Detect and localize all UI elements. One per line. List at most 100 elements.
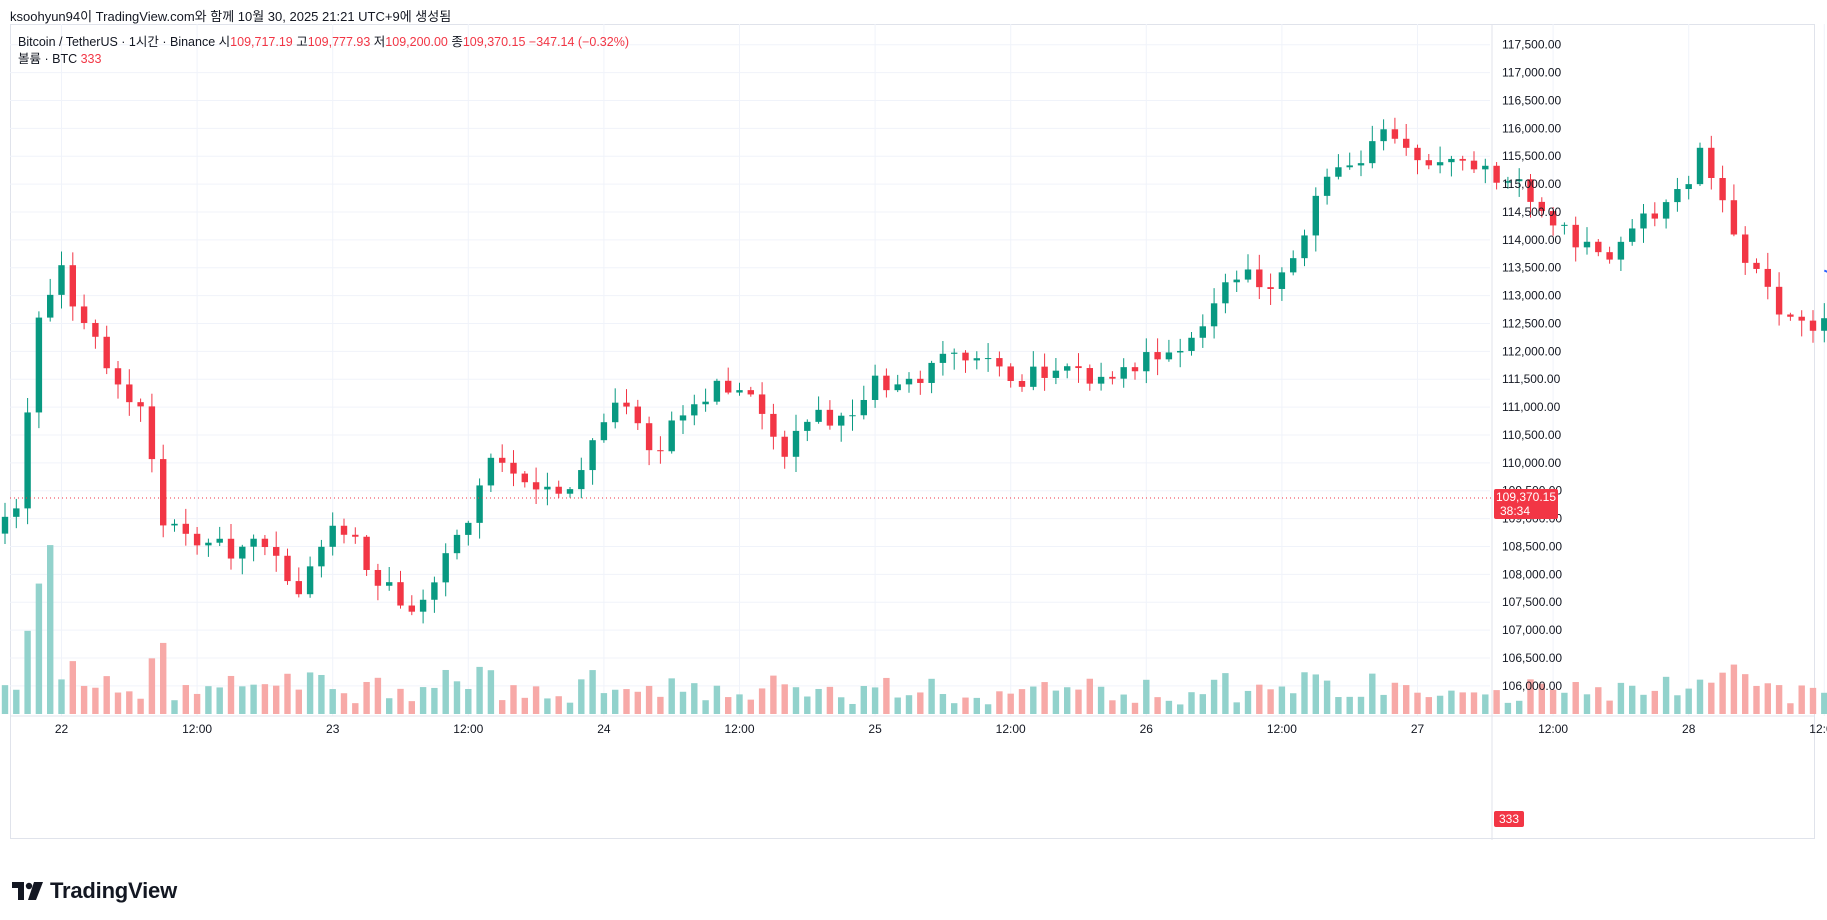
- candle-body: [227, 538, 235, 559]
- candle-body: [182, 523, 189, 534]
- time-tick-label: 12:00: [453, 722, 483, 736]
- candle-body: [453, 534, 461, 554]
- candle-body: [815, 409, 822, 422]
- volume-bar: [363, 681, 370, 714]
- volume-bar: [1719, 672, 1726, 714]
- volume-bar: [1369, 673, 1376, 714]
- volume-bar: [589, 670, 596, 714]
- volume-bar: [1572, 682, 1579, 714]
- candle-body: [566, 489, 574, 494]
- volume-bar: [487, 670, 495, 714]
- candle-body: [92, 322, 99, 337]
- volume-bar: [1312, 674, 1319, 714]
- volume-bar: [781, 684, 788, 714]
- volume-bar: [340, 693, 348, 714]
- candle-body: [1143, 352, 1150, 372]
- candle-body: [679, 415, 687, 421]
- price-tick-label: 108,500.00: [1502, 539, 1562, 553]
- candle-body: [1549, 211, 1557, 226]
- volume-bar: [1414, 692, 1421, 714]
- volume-bar: [1041, 682, 1048, 714]
- candle-body: [1775, 286, 1783, 315]
- tradingview-logo[interactable]: TradingView: [12, 878, 177, 904]
- candle-body: [216, 538, 223, 543]
- candle-body: [1278, 272, 1286, 289]
- candle-body: [1086, 368, 1093, 384]
- candle-body: [1188, 337, 1195, 351]
- volume-bar: [849, 703, 856, 714]
- candle-body: [1154, 352, 1161, 360]
- volume-bar: [1097, 686, 1105, 714]
- volume-label[interactable]: 볼륨 · BTC: [18, 52, 78, 66]
- last-price-badge: [1494, 488, 1558, 519]
- volume-bar: [1470, 692, 1478, 714]
- volume-bars: [1, 545, 1827, 714]
- candle-body: [318, 546, 325, 567]
- candle-body: [239, 546, 246, 559]
- last-price-label: 109,370.15: [1496, 490, 1556, 504]
- candle-body: [1753, 262, 1760, 269]
- candle-body: [148, 406, 156, 460]
- volume-bar: [374, 677, 382, 714]
- volume-bar: [1809, 687, 1817, 714]
- volume-bar: [1516, 700, 1523, 714]
- candle-body: [928, 362, 935, 383]
- candle-body: [160, 459, 167, 526]
- volume-bar: [555, 696, 562, 714]
- volume-bar: [1007, 693, 1014, 714]
- volume-bar: [103, 676, 110, 714]
- candle-body: [1538, 201, 1545, 212]
- volume-bar: [1538, 683, 1545, 714]
- candle-body: [1708, 147, 1715, 178]
- volume-bar: [205, 686, 212, 714]
- candle-body: [1267, 287, 1274, 289]
- volume-bar: [747, 699, 754, 714]
- candle-body: [1335, 167, 1342, 177]
- candle-body: [838, 415, 845, 426]
- candle-body: [781, 436, 788, 457]
- candle-body: [442, 553, 449, 583]
- volume-bar: [1459, 692, 1466, 714]
- candle-body: [499, 457, 506, 463]
- volume-bar: [917, 692, 924, 714]
- candle-body: [47, 294, 54, 318]
- volume-bar: [1798, 685, 1805, 714]
- time-tick-label: 25: [868, 722, 882, 736]
- candle-body: [657, 450, 664, 452]
- candle-body: [1369, 141, 1376, 164]
- candle-body: [1131, 367, 1139, 372]
- volume-bar: [476, 666, 483, 714]
- chart-frame: [10, 24, 1815, 839]
- volume-bar: [1131, 702, 1139, 714]
- candle-body: [962, 352, 969, 361]
- candle-body: [1346, 165, 1353, 168]
- volume-bar: [273, 685, 280, 714]
- volume-bar: [510, 685, 517, 714]
- time-tick-label: 27: [1411, 722, 1425, 736]
- volume-bar: [47, 545, 54, 714]
- volume-bar: [578, 679, 585, 714]
- price-tick-label: 106,500.00: [1502, 651, 1562, 665]
- time-tick-label: 12:00: [1538, 722, 1568, 736]
- candle-body: [1640, 213, 1647, 229]
- candle-body: [996, 358, 1003, 367]
- volume-bar: [1662, 676, 1670, 714]
- candle-body: [1719, 177, 1726, 201]
- volume-bar: [1436, 695, 1444, 714]
- volume-bar: [1787, 703, 1794, 714]
- candle-body: [849, 415, 856, 417]
- candle-body: [1403, 138, 1410, 148]
- candle-body: [1527, 179, 1534, 202]
- candle-body: [103, 336, 110, 369]
- price-tick-label: 107,000.00: [1502, 623, 1562, 637]
- candle-body: [623, 402, 630, 407]
- symbol-title[interactable]: Bitcoin / TetherUS · 1시간 · Binance: [18, 35, 216, 49]
- candle-body: [58, 265, 65, 295]
- candle-body: [114, 368, 122, 385]
- candle-body: [419, 599, 427, 612]
- candles: [1, 117, 1827, 624]
- candle-body: [273, 547, 280, 556]
- volume-bar: [1482, 694, 1489, 714]
